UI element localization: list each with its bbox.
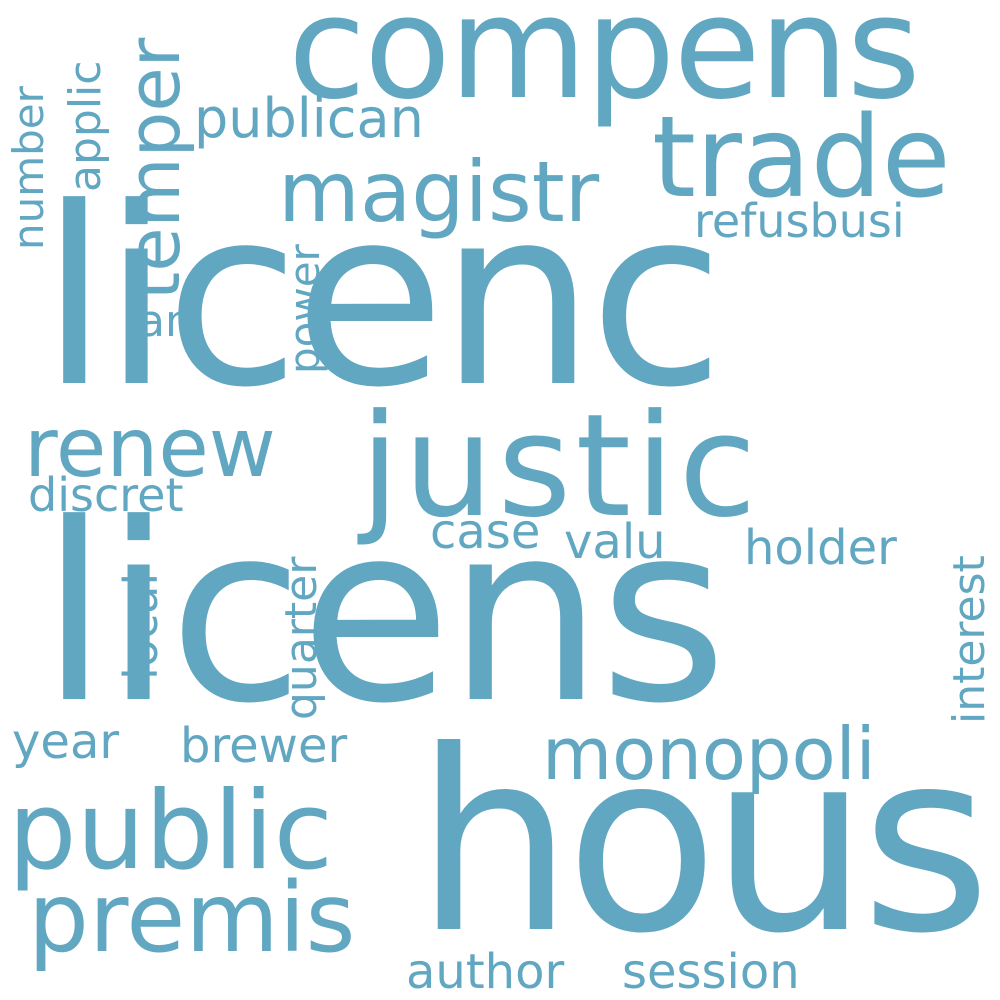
word-applic: applic	[64, 61, 108, 192]
word-valu: valu	[564, 518, 666, 566]
word-year: year	[12, 718, 119, 766]
word-quarter: quarter	[280, 557, 324, 720]
word-local: local	[118, 573, 164, 680]
word-discret: discret	[28, 472, 183, 518]
word-justic: justic	[360, 396, 761, 538]
word-author: author	[406, 948, 564, 996]
word-ani: ani	[138, 300, 205, 344]
word-case: case	[430, 508, 540, 556]
word-number: number	[8, 86, 50, 250]
word-brewer: brewer	[180, 722, 347, 770]
word-refusbusi: refusbusi	[694, 198, 905, 244]
word-premis: premis	[28, 870, 356, 966]
word-monopoli: monopoli	[542, 718, 876, 790]
word-power: power	[284, 244, 326, 374]
word-magistr: magistr	[278, 150, 599, 234]
word-holder: holder	[744, 524, 897, 572]
word-temper: temper	[118, 38, 190, 300]
word-publican: publican	[194, 92, 424, 146]
word-session: session	[622, 948, 800, 996]
word-interest: interest	[948, 555, 992, 724]
